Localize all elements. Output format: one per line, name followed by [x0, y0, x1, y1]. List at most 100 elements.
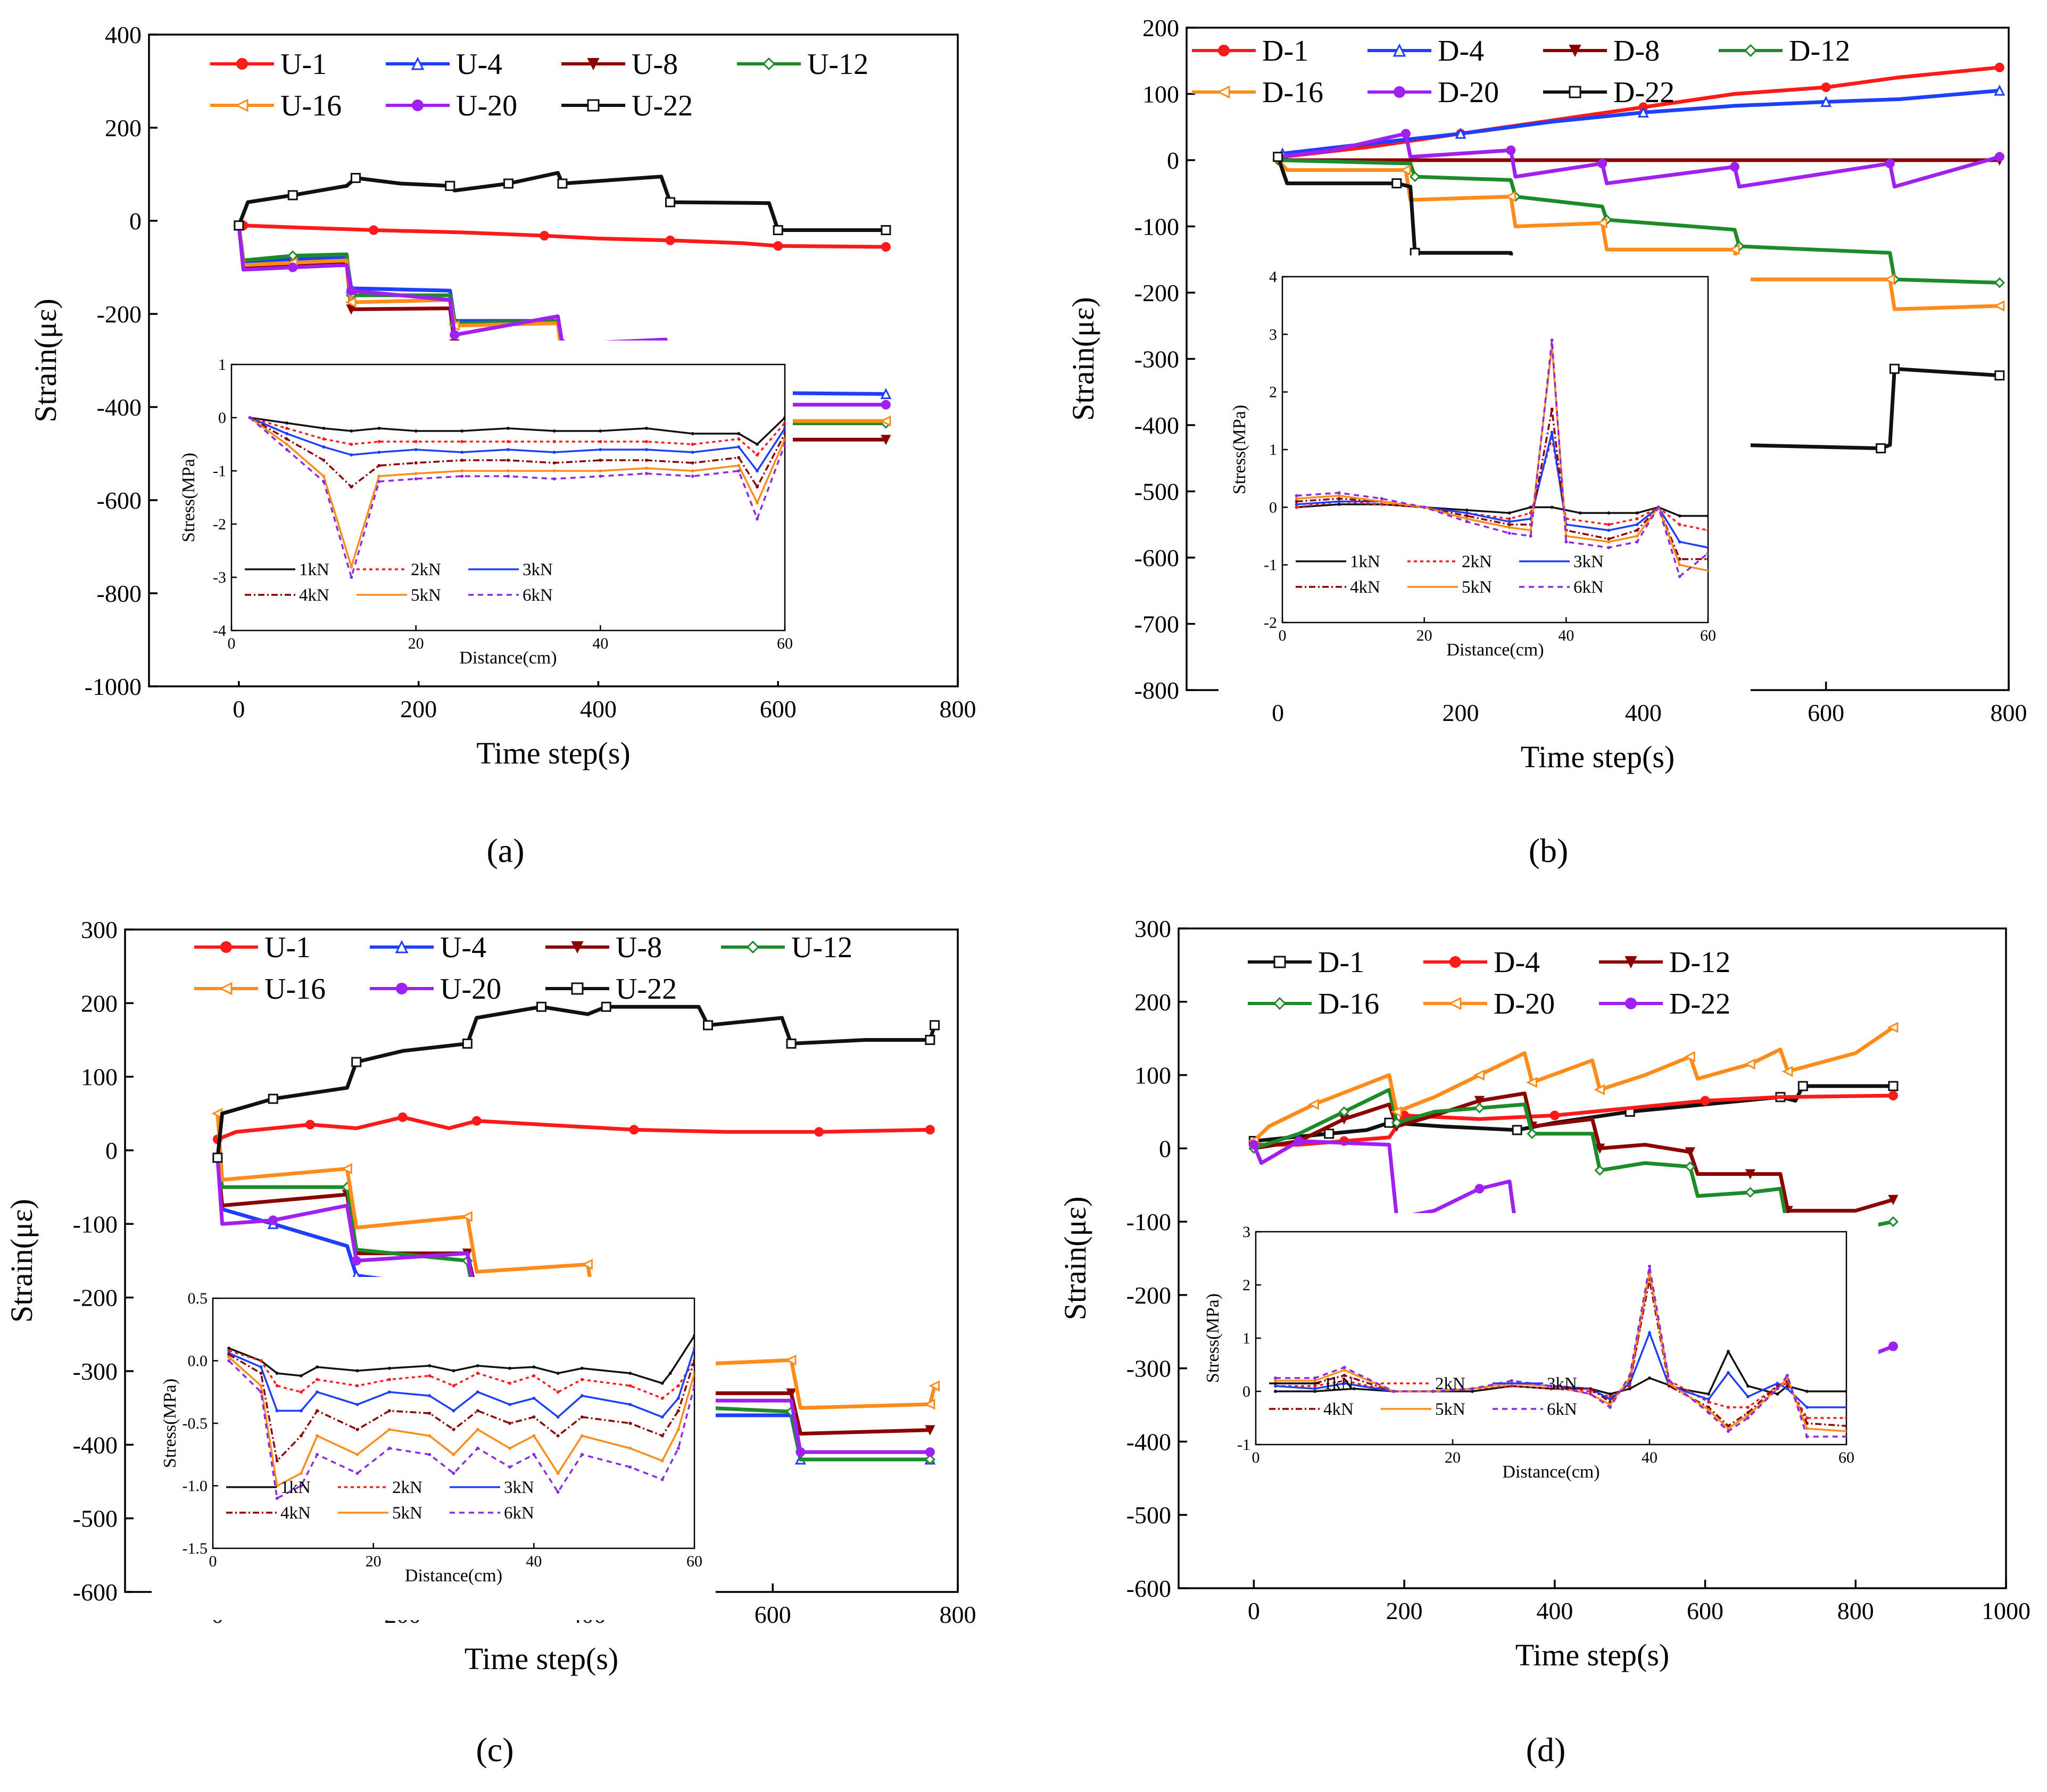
panel-a-inset-data-point [645, 427, 648, 430]
panel-c-inset-data-point [628, 1465, 632, 1469]
panel-c-inset-series-2kn [227, 1349, 694, 1400]
panel-b-legend-item: D-20 [1368, 76, 1499, 109]
panel-b-legend-item: D-22 [1543, 76, 1675, 109]
panel-c-inset-data-point [387, 1409, 391, 1413]
panel-c-inset-y-axis-title: Stress(MPa) [160, 1379, 180, 1468]
panel-c-legend-label: U-1 [264, 931, 311, 964]
panel-c-inset-data-point [316, 1453, 319, 1456]
panel-c-y-tick-label: 100 [81, 1064, 118, 1091]
panel-d-inset-data-point [1313, 1384, 1316, 1388]
panel-d-inset-data-point [1845, 1390, 1846, 1393]
panel-b-inset-data-point [1337, 494, 1341, 497]
panel-b-inset-data-point [1422, 505, 1426, 509]
panel-b-data-point [1994, 277, 2005, 288]
panel-d-inset-y-tick-label: -1 [1237, 1436, 1250, 1454]
panel-b-data-point [1273, 152, 1283, 162]
panel-d-inset-data-point [1746, 1395, 1750, 1398]
panel-d: 0 200 400 600 800 1000-600-500-400-300-200-10… [1058, 915, 2031, 1769]
panel-d-inset-data-point [1668, 1384, 1671, 1388]
panel-c-inset-data-point [556, 1390, 560, 1394]
panel-c-inset-data-point [556, 1434, 560, 1438]
panel-c-y-tick-label: -300 [73, 1358, 118, 1385]
panel-d-inset-series-line [1275, 1274, 1846, 1419]
panel-a-x-tick-label: 800 [940, 695, 976, 723]
panel-b-legend-label: D-20 [1438, 76, 1499, 109]
panel-b-inset-legend-item: 3kN [1519, 552, 1604, 571]
panel-c-legend-label: U-12 [791, 931, 852, 964]
panel-a-inset-plot-frame [230, 363, 786, 632]
panel-c-y-tick-label: -100 [73, 1210, 118, 1238]
panel-d-x-tick-label: 600 [1687, 1597, 1723, 1624]
panel-c-legend-marker [395, 940, 409, 953]
panel-d-inset-data-point [1313, 1387, 1316, 1390]
panel-a-inset-data-point [552, 461, 556, 464]
panel-c-inset-data-point [387, 1366, 391, 1370]
panel-a-inset-data-point [737, 437, 741, 441]
panel-b-inset-legend-label: 2kN [1462, 552, 1492, 571]
panel-a-inset-series-line [249, 417, 785, 489]
panel-b-data-point [1993, 300, 2005, 312]
panel-a-legend-label: U-16 [280, 89, 342, 122]
panel-d-y-tick-label: -300 [1126, 1355, 1171, 1382]
panel-b-legend-item: D-16 [1192, 76, 1323, 109]
panel-a-inset-data-point [322, 427, 326, 430]
panel-d-inset-legend-item: 6kN [1493, 1400, 1577, 1419]
panel-b-y-tick-label: -600 [1134, 544, 1179, 571]
panel-d-inset-data-point [1776, 1387, 1779, 1390]
panel-c-y-tick-label: -500 [73, 1505, 118, 1532]
panel-b-y-tick-label: -200 [1134, 279, 1179, 306]
panel-a-data-point [345, 296, 357, 308]
panel-c-inset-data-point [227, 1347, 231, 1350]
panel-a-data-point [881, 435, 891, 445]
panel-a-inset-legend-item: 5kN [357, 586, 441, 605]
panel-c-inset-data-point [316, 1365, 319, 1369]
panel-a-inset-data-point [783, 443, 785, 446]
panel-d-inset-series-6kn [1274, 1265, 1846, 1438]
panel-a-inset-data-point [350, 443, 353, 446]
panel-c-y-tick-label: 200 [81, 990, 118, 1017]
panel-b-inset-legend-label: 5kN [1462, 578, 1492, 597]
panel-b-data-point [1637, 106, 1649, 118]
panel-c-data-point [461, 1211, 473, 1222]
panel-c-inset-legend-label: 2kN [392, 1478, 422, 1497]
panel-b-data-point [1506, 145, 1516, 155]
panel-d-inset-data-point [1707, 1392, 1710, 1396]
panel-c-inset-data-point [275, 1384, 279, 1388]
panel-c-inset-data-point [355, 1384, 359, 1388]
panel-a-legend-item: U-8 [561, 48, 678, 81]
panel-c-inset-data-point [532, 1365, 536, 1369]
panel-b-inset-data-point [1706, 552, 1708, 555]
panel-d-inset-data-point [1274, 1376, 1277, 1380]
panel-a-legend-marker [587, 58, 600, 71]
panel-c-legend-item: U-16 [194, 973, 326, 1006]
panel-a-inset-data-point [350, 453, 353, 457]
panel-c-data-point [924, 1454, 935, 1465]
panel-c-inset-y-tick-label: 0.5 [188, 1290, 208, 1307]
panel-b-inset-data-point [1635, 517, 1639, 520]
panel-c-inset-data-point [660, 1434, 664, 1438]
panel-a-inset-legend-item: 2kN [357, 560, 441, 579]
panel-d-inset-data-point [1648, 1376, 1651, 1380]
panel-c-label: (c) [476, 1731, 513, 1769]
panel-d-inset-data-point [1776, 1392, 1779, 1396]
panel-d-inset-legend-label: 1kN [1323, 1374, 1354, 1393]
panel-a-inset-data-point [756, 485, 759, 488]
panel-b-legend-label: D-1 [1262, 35, 1308, 68]
panel-a-inset-data-point [507, 469, 510, 472]
panel-b-legend-marker [1216, 85, 1230, 99]
panel-a-inset-data-point [460, 440, 464, 443]
panel-a-y-tick-label: 200 [105, 114, 142, 142]
panel-d-inset-data-point [1313, 1376, 1316, 1380]
panel-b-inset-data-point [1635, 540, 1639, 544]
panel-b-inset-data-point [1337, 500, 1341, 503]
panel-d-inset-data-point [1786, 1387, 1789, 1390]
panel-c-inset-data-point [355, 1403, 359, 1406]
panel-d-inset-y-axis-title: Stress(MPa) [1203, 1293, 1223, 1383]
panel-b-series-d-20 [1273, 129, 2004, 189]
panel-b-y-tick-label: 0 [1167, 147, 1179, 174]
panel-a-data-point [881, 400, 891, 410]
panel-d-inset-legend-label: 6kN [1547, 1400, 1577, 1419]
panel-a-data-point [557, 178, 568, 189]
panel-c-inset-data-point [275, 1459, 279, 1463]
panel-a-data-point [880, 415, 891, 427]
